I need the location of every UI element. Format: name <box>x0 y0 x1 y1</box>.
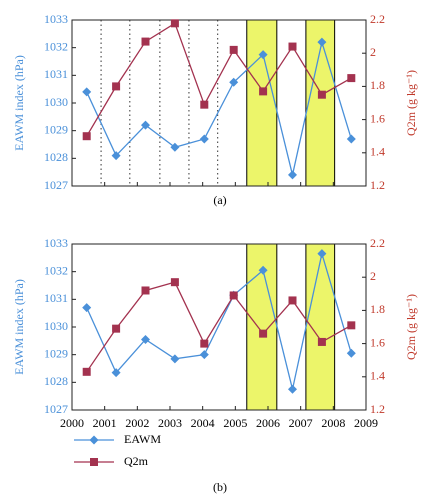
square-marker <box>317 337 326 346</box>
y2-tick-label: 1.8 <box>370 302 385 316</box>
panel-label: (b) <box>213 480 227 494</box>
y2-tick-label: 1.6 <box>370 335 385 349</box>
x-tick-label: 2005 <box>223 416 247 430</box>
y2-axis-title: Q2m (g kg⁻¹) <box>404 70 418 136</box>
y-tick-label: 1029 <box>44 346 68 360</box>
square-marker <box>288 296 297 305</box>
y-tick-label: 1031 <box>44 291 68 305</box>
diamond-marker <box>317 249 327 259</box>
diamond-marker <box>82 87 92 97</box>
y2-tick-label: 2.2 <box>370 236 385 250</box>
diamond-marker <box>111 368 121 378</box>
diamond-marker <box>346 134 356 144</box>
diamond-marker <box>141 120 150 130</box>
y-tick-label: 1031 <box>44 67 68 81</box>
square-marker <box>170 278 179 287</box>
diamond-marker <box>346 348 356 358</box>
diamond-marker <box>229 77 239 87</box>
diamond-marker <box>288 170 297 180</box>
diamond-marker <box>141 334 150 344</box>
square-marker <box>317 90 326 99</box>
legend-label: EAWM <box>124 432 161 446</box>
square-marker <box>82 132 91 141</box>
square-marker <box>229 291 238 300</box>
y2-axis-title: Q2m (g kg⁻¹) <box>404 294 418 360</box>
x-tick-label: 2003 <box>158 416 182 430</box>
square-marker <box>112 324 121 333</box>
diamond-marker <box>170 142 180 152</box>
y2-tick-label: 1.4 <box>370 145 385 159</box>
y-tick-label: 1027 <box>44 402 68 416</box>
square-marker <box>347 321 356 330</box>
y-tick-label: 1033 <box>44 236 68 250</box>
diamond-marker <box>111 151 121 161</box>
diamond-marker <box>258 265 268 275</box>
y-tick-label: 1028 <box>44 150 68 164</box>
y2-tick-label: 1.8 <box>370 78 385 92</box>
y-tick-label: 1029 <box>44 122 68 136</box>
y2-tick-label: 2 <box>370 45 376 59</box>
square-marker <box>82 367 91 376</box>
y2-tick-label: 1.6 <box>370 111 385 125</box>
series-line <box>86 39 352 176</box>
diamond-marker <box>170 354 180 364</box>
panel-label: (a) <box>213 193 226 207</box>
shaded-span <box>246 19 278 187</box>
legend-marker <box>90 458 98 466</box>
y-tick-label: 1028 <box>44 374 68 388</box>
square-marker <box>200 339 209 348</box>
x-tick-label: 2007 <box>289 416 313 430</box>
y2-tick-label: 2 <box>370 269 376 283</box>
legend-marker <box>89 435 99 445</box>
y-tick-label: 1030 <box>44 95 68 109</box>
square-marker <box>229 45 238 54</box>
series-line <box>86 22 352 137</box>
square-marker <box>112 82 121 91</box>
x-tick-label: 2004 <box>191 416 215 430</box>
y2-tick-label: 1.2 <box>370 402 385 416</box>
x-tick-label: 2001 <box>93 416 117 430</box>
square-marker <box>347 74 356 83</box>
y-axis-title: EAWM index (hPa) <box>12 279 26 375</box>
x-tick-label: 2006 <box>256 416 280 430</box>
y2-tick-label: 2.2 <box>370 12 385 26</box>
square-marker <box>259 87 268 96</box>
diamond-marker <box>258 50 268 60</box>
y-tick-label: 1032 <box>44 263 68 277</box>
diamond-marker <box>199 350 209 360</box>
diamond-marker <box>82 303 92 313</box>
x-tick-label: 2009 <box>354 416 378 430</box>
y-tick-label: 1030 <box>44 319 68 333</box>
y-tick-label: 1032 <box>44 39 68 53</box>
square-marker <box>259 329 268 338</box>
shaded-span <box>305 243 336 411</box>
square-marker <box>141 37 150 46</box>
y2-tick-label: 1.2 <box>370 178 385 192</box>
x-tick-label: 2008 <box>321 416 345 430</box>
x-tick-label: 2000 <box>60 416 84 430</box>
diamond-marker <box>199 134 209 144</box>
x-tick-label: 2002 <box>125 416 149 430</box>
y-axis-title: EAWM index (hPa) <box>12 55 26 151</box>
y-tick-label: 1033 <box>44 12 68 26</box>
square-marker <box>200 100 209 109</box>
legend-label: Q2m <box>124 454 149 468</box>
diamond-marker <box>317 37 327 47</box>
y-tick-label: 1027 <box>44 178 68 192</box>
square-marker <box>170 19 179 28</box>
square-marker <box>141 286 150 295</box>
square-marker <box>288 42 297 51</box>
y2-tick-label: 1.4 <box>370 369 385 383</box>
series-line <box>86 281 352 373</box>
diamond-marker <box>288 384 297 394</box>
